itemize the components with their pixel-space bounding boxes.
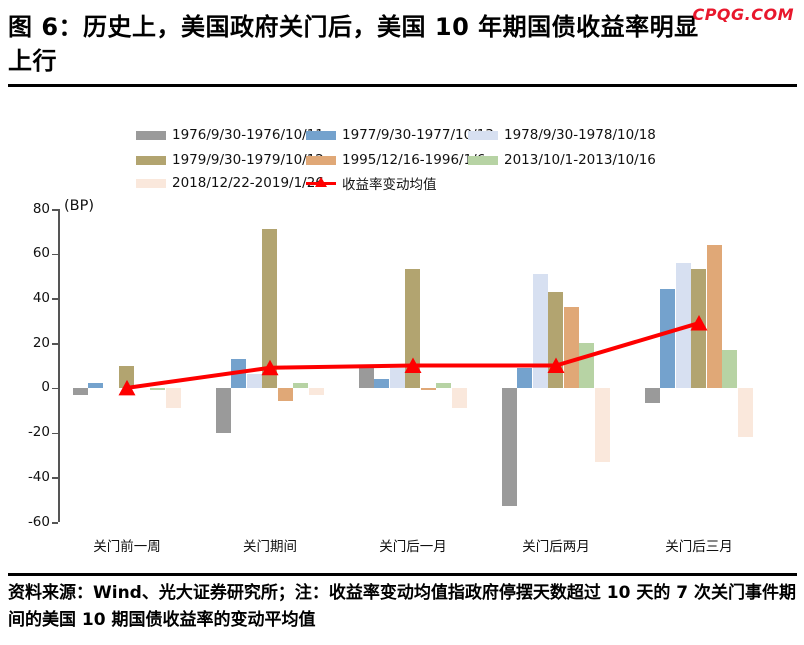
chart-bar-1995/12/16-1996/1/6: [420, 387, 436, 391]
chart-bar-1977/9/30-1977/10/13: [374, 378, 390, 388]
legend-label: 1995/12/16-1996/1/6: [342, 152, 486, 168]
y-axis-tick-mark: [52, 253, 58, 256]
legend-item: 1978/9/30-1978/10/18: [468, 127, 656, 143]
chart-bar-2013/10/1-2013/10/16: [579, 343, 595, 388]
legend-swatch-icon: [136, 178, 166, 188]
legend-line-marker-icon: [306, 177, 336, 189]
y-axis-tick-label: 60: [32, 245, 50, 262]
legend-label: 1979/9/30-1979/10/12: [172, 152, 324, 168]
chart-bar-2013/10/1-2013/10/16: [436, 383, 452, 388]
chart-bar-1995/12/16-1996/1/6: [563, 307, 579, 388]
chart-bar-1978/9/30-1978/10/18: [246, 374, 262, 388]
source-note: 资料来源：Wind、光大证券研究所；注：收益率变动均值指政府停摆天数超过 10 …: [8, 583, 797, 630]
y-axis-tick-label: 0: [41, 379, 50, 396]
legend-swatch-icon: [136, 130, 166, 140]
chart-bar-1977/9/30-1977/10/13: [517, 367, 533, 388]
chart-bar-1978/9/30-1978/10/18: [532, 273, 548, 388]
title-divider-rule: [8, 84, 797, 87]
legend-label: 2013/10/1-2013/10/16: [504, 152, 656, 168]
legend-label: 2018/12/22-2019/1/26: [172, 175, 324, 191]
chart-bar-2018/12/22-2019/1/26: [737, 387, 753, 438]
chart-bar-2018/12/22-2019/1/26: [594, 387, 610, 462]
y-axis-tick-mark: [52, 387, 58, 390]
y-axis-tick-label: 20: [32, 334, 50, 351]
legend-item: 1979/9/30-1979/10/12: [136, 152, 324, 168]
y-axis-tick-mark: [52, 432, 58, 435]
chart-bar-2013/10/1-2013/10/16: [150, 387, 166, 391]
site-watermark: CPQG.COM: [692, 5, 794, 24]
x-axis-label: 关门后两月: [522, 539, 590, 555]
chart-bar-1979/9/30-1979/10/12: [548, 291, 564, 388]
y-axis-tick-mark: [52, 522, 58, 524]
x-axis-label: 关门期间: [243, 539, 297, 555]
chart-bar-1976/9/30-1976/10/11: [72, 387, 88, 395]
chart-bar-1979/9/30-1979/10/12: [262, 229, 278, 388]
y-axis-tick-mark: [52, 209, 58, 211]
y-axis-tick-label: 80: [32, 200, 50, 217]
y-axis-tick-label: 40: [32, 289, 50, 306]
legend-swatch-icon: [136, 155, 166, 165]
chart-bar-1977/9/30-1977/10/13: [231, 358, 247, 388]
footer-divider-rule: [8, 573, 797, 576]
legend-label: 1976/9/30-1976/10/11: [172, 127, 324, 143]
figure-title: 图 6：历史上，美国政府关门后，美国 10 年期国债收益率明显 上行: [8, 10, 758, 78]
y-axis-unit-label: (BP): [64, 198, 95, 214]
legend-item: 2013/10/1-2013/10/16: [468, 152, 656, 168]
y-axis-tick-mark: [52, 343, 58, 345]
chart-bar-1976/9/30-1976/10/11: [644, 387, 660, 404]
y-axis-tick-label: -40: [27, 468, 50, 485]
chart-bar-1979/9/30-1979/10/12: [691, 269, 707, 388]
chart-bar-1995/12/16-1996/1/6: [706, 244, 722, 388]
chart-bar-1977/9/30-1977/10/13: [88, 383, 104, 388]
chart-bar-2013/10/1-2013/10/16: [293, 383, 309, 388]
chart-bar-1978/9/30-1978/10/18: [389, 367, 405, 388]
chart-bar-2018/12/22-2019/1/26: [308, 387, 324, 395]
chart-bar-1976/9/30-1976/10/11: [215, 387, 231, 433]
x-axis-label: 关门前一周: [93, 539, 161, 555]
legend-label: 收益率变动均值: [342, 177, 437, 193]
chart-bar-1995/12/16-1996/1/6: [277, 387, 293, 402]
legend-swatch-icon: [468, 130, 498, 140]
x-axis-label: 关门后三月: [665, 539, 733, 555]
chart-bar-2018/12/22-2019/1/26: [165, 387, 181, 408]
chart-bar-2018/12/22-2019/1/26: [451, 387, 467, 408]
y-axis-tick-label: -60: [27, 513, 50, 530]
chart-bar-1976/9/30-1976/10/11: [358, 367, 374, 388]
figure-title-line1: 图 6：历史上，美国政府关门后，美国 10 年期国债收益率明显: [8, 13, 699, 41]
chart-bar-1979/9/30-1979/10/12: [405, 269, 421, 388]
legend-label: 1977/9/30-1977/10/13: [342, 127, 494, 143]
chart-bar-1979/9/30-1979/10/12: [119, 365, 135, 388]
figure-title-line2: 上行: [8, 47, 57, 75]
legend-item: 1977/9/30-1977/10/13: [306, 127, 494, 143]
legend-item: 收益率变动均值: [306, 176, 437, 193]
legend-swatch-icon: [306, 130, 336, 140]
legend-item: 1995/12/16-1996/1/6: [306, 152, 486, 168]
chart-bar-1978/9/30-1978/10/18: [675, 262, 691, 388]
x-axis-label: 关门后一月: [379, 539, 447, 555]
legend-swatch-icon: [306, 155, 336, 165]
legend-swatch-icon: [468, 155, 498, 165]
y-axis-tick-mark: [52, 477, 58, 479]
y-axis-tick-label: -20: [27, 424, 50, 441]
chart-bar-1976/9/30-1976/10/11: [501, 387, 517, 507]
chart-bar-1977/9/30-1977/10/13: [660, 289, 676, 388]
legend-item: 2018/12/22-2019/1/26: [136, 175, 324, 191]
y-axis-line: [58, 209, 60, 522]
y-axis-tick-mark: [52, 298, 58, 300]
legend-item: 1976/9/30-1976/10/11: [136, 127, 324, 143]
legend-label: 1978/9/30-1978/10/18: [504, 127, 656, 143]
chart-bar-2013/10/1-2013/10/16: [722, 349, 738, 388]
